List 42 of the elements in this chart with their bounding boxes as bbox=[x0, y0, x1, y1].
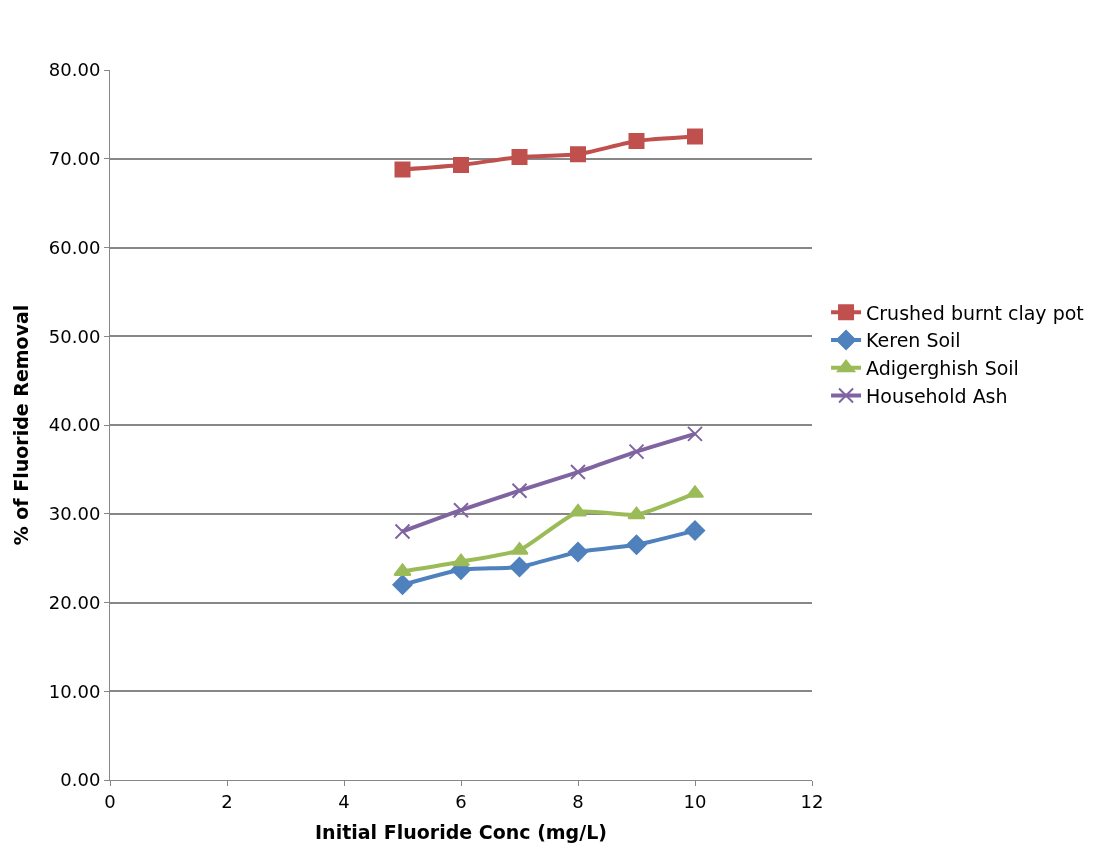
y-tick-label: 10.00 bbox=[48, 680, 101, 702]
point bbox=[684, 520, 706, 541]
x-tick-label: 4 bbox=[338, 790, 350, 812]
y-tick-label: 70.00 bbox=[48, 148, 101, 170]
point bbox=[567, 541, 589, 563]
x-tick-label: 8 bbox=[572, 790, 584, 812]
point bbox=[394, 523, 411, 540]
point bbox=[453, 502, 469, 519]
point bbox=[453, 156, 469, 173]
y-tick-label: 30.00 bbox=[48, 503, 101, 525]
point bbox=[628, 443, 645, 460]
y-tick-label: 20.00 bbox=[48, 591, 101, 613]
point bbox=[570, 464, 586, 481]
point bbox=[394, 161, 411, 178]
x-axis-title: Initial Fluoride Conc (mg/L) bbox=[315, 821, 607, 844]
legend-label: Crushed burnt clay pot bbox=[866, 301, 1084, 324]
y-tick-label: 50.00 bbox=[48, 325, 101, 347]
point bbox=[626, 534, 647, 555]
y-axis-title: % of Fluoride Removal bbox=[9, 304, 32, 546]
y-tick-label: 40.00 bbox=[48, 414, 101, 436]
legend-label: Keren Soil bbox=[866, 329, 961, 352]
point bbox=[568, 503, 588, 517]
point bbox=[451, 553, 471, 567]
point bbox=[570, 146, 586, 163]
legend-label: Adigerghish Soil bbox=[866, 357, 1019, 380]
x-tick-label: 6 bbox=[455, 790, 467, 812]
x-tick-label: 0 bbox=[104, 790, 116, 812]
y-tick-label: 0.00 bbox=[60, 769, 101, 791]
legend-label: Household Ash bbox=[866, 384, 1008, 407]
y-tick-label: 80.00 bbox=[48, 59, 101, 81]
point bbox=[627, 506, 646, 520]
point bbox=[687, 128, 703, 145]
x-tick-label: 2 bbox=[221, 790, 233, 812]
point bbox=[687, 425, 703, 442]
point bbox=[628, 133, 645, 149]
x-tick-label: 12 bbox=[800, 790, 824, 812]
point bbox=[392, 574, 413, 595]
point bbox=[511, 148, 528, 165]
x-tick-label: 10 bbox=[683, 790, 707, 812]
y-tick-label: 60.00 bbox=[48, 236, 101, 258]
point bbox=[511, 482, 528, 499]
point bbox=[509, 556, 530, 578]
